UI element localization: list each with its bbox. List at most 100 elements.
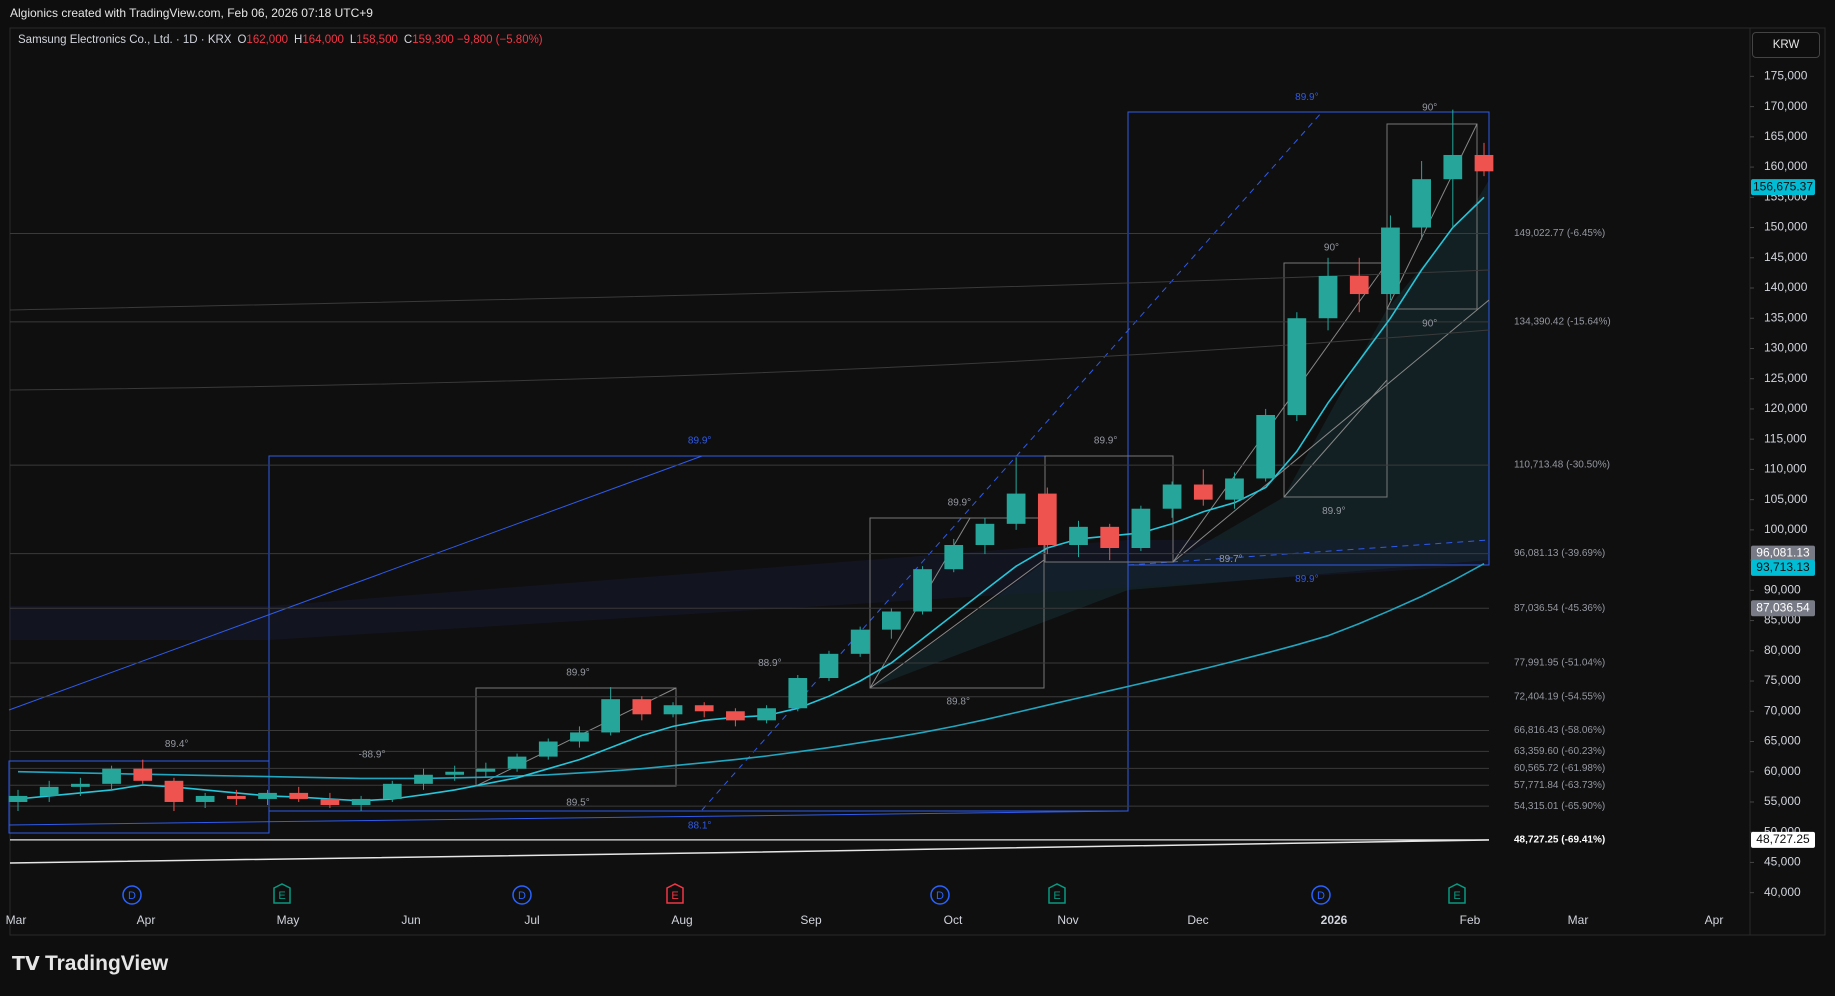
candle-body	[570, 732, 589, 742]
angle-label: 89.9°	[688, 436, 711, 447]
price-tag-label: 87,036.54	[1756, 600, 1810, 614]
candle-body	[1162, 484, 1182, 509]
event-marker[interactable]: E	[1448, 883, 1466, 904]
x-tick-label: Aug	[671, 913, 692, 927]
level-label: 110,713.48 (-30.50%)	[1514, 460, 1610, 471]
x-tick-label: Sep	[800, 913, 822, 927]
angle-label: 88.9°	[758, 658, 781, 669]
candle-body	[975, 523, 995, 545]
event-marker[interactable]: E	[273, 883, 291, 904]
header-bar: Algionics created with TradingView.com, …	[10, 6, 373, 20]
price-tag-label: 156,675.37	[1753, 179, 1813, 193]
candle-body	[133, 768, 153, 781]
event-label: D	[128, 890, 136, 902]
price-tag-label: 93,713.13	[1756, 560, 1810, 574]
angle-label: -88.9°	[359, 749, 386, 760]
event-icon	[1048, 883, 1066, 904]
level-label: 57,771.84 (-63.73%)	[1514, 780, 1605, 791]
y-tick-label: 100,000	[1764, 522, 1808, 536]
candle-body	[320, 798, 340, 805]
candle-body	[819, 653, 839, 679]
angle-label: 89.9°	[1295, 574, 1318, 585]
shade-band	[9, 540, 1489, 640]
x-tick-label: May	[277, 913, 300, 927]
x-tick-label: Nov	[1057, 913, 1078, 927]
event-marker[interactable]: D	[512, 885, 532, 905]
y-tick-label: 160,000	[1764, 159, 1808, 173]
y-tick-label: 115,000	[1764, 431, 1807, 445]
candle-body	[1193, 484, 1213, 500]
price-tag-label: 48,727.25	[1756, 832, 1810, 846]
level-label: 63,359.60 (-60.23%)	[1514, 746, 1605, 757]
event-marker[interactable]: E	[666, 883, 684, 904]
event-label: D	[518, 890, 526, 902]
candle-body	[757, 708, 776, 721]
event-icon	[122, 885, 142, 905]
event-marker[interactable]: D	[1311, 885, 1331, 905]
price-tag	[1751, 545, 1815, 562]
candle-body	[1131, 508, 1151, 549]
candle-body	[850, 629, 870, 654]
base-curve	[9, 839, 1490, 864]
level-label: 96,081.13 (-39.69%)	[1514, 548, 1605, 559]
candle-body	[1225, 478, 1244, 500]
moving-average	[17, 562, 1485, 780]
symbol: Samsung Electronics Co., Ltd. · 1D · KRX	[18, 34, 232, 46]
angle-label: 89.4°	[165, 739, 188, 750]
candle-body	[882, 611, 901, 630]
y-tick-label: 75,000	[1764, 673, 1801, 687]
candle-body	[601, 699, 620, 733]
trend-line	[8, 810, 1129, 826]
y-tick-label: 45,000	[1764, 855, 1801, 869]
y-tick-label: 40,000	[1764, 885, 1801, 899]
candle-body	[226, 795, 246, 799]
price-tag	[1751, 600, 1815, 617]
logo-mark: 𝗧𝗩	[12, 954, 45, 975]
event-marker[interactable]: D	[122, 885, 142, 905]
y-tick-label: 70,000	[1764, 703, 1801, 717]
y-tick-label: 170,000	[1764, 99, 1808, 113]
candle-body	[507, 756, 527, 769]
trend-line	[1127, 539, 1490, 566]
x-tick-label: Feb	[1460, 913, 1481, 927]
candle-body	[476, 768, 496, 772]
y-tick-label: 65,000	[1764, 734, 1801, 748]
candle-body	[445, 771, 465, 775]
candle-body	[1318, 275, 1338, 319]
candle-body	[71, 783, 90, 787]
candle-body	[1443, 154, 1463, 180]
currency-button[interactable]: KRW	[1752, 32, 1820, 58]
x-tick-label: Mar	[1568, 913, 1589, 927]
level-label: 66,816.43 (-58.06%)	[1514, 725, 1605, 736]
y-tick-label: 110,000	[1764, 462, 1807, 476]
x-tick-label: Mar	[6, 913, 27, 927]
candle-body	[414, 774, 433, 784]
level-label: 77,991.95 (-51.04%)	[1514, 658, 1605, 669]
level-label: 54,315.01 (-65.90%)	[1514, 801, 1605, 812]
box	[869, 517, 1045, 689]
y-tick-label: 140,000	[1764, 280, 1808, 294]
candle-body	[164, 780, 184, 802]
x-tick-label: Oct	[944, 913, 963, 927]
event-icon	[512, 885, 532, 905]
candle-body	[195, 795, 215, 802]
y-tick-label: 125,000	[1764, 371, 1808, 385]
ohlc-key: C	[403, 34, 413, 46]
event-marker[interactable]: E	[1048, 883, 1066, 904]
ohlc-value: 164,000	[302, 34, 344, 46]
angle-label: 90°	[1422, 102, 1437, 113]
y-tick-label: 175,000	[1764, 69, 1808, 83]
fan-line	[1172, 299, 1490, 563]
y-tick-label: 130,000	[1764, 341, 1808, 355]
brand-logo[interactable]: 𝗧𝗩 TradingView	[12, 952, 168, 976]
angle-label: 89.9°	[948, 498, 971, 509]
x-tick-label: Apr	[137, 913, 156, 927]
event-marker[interactable]: D	[930, 885, 950, 905]
y-tick-label: 90,000	[1764, 583, 1801, 597]
level-label: 87,036.54 (-45.36%)	[1514, 603, 1605, 614]
candle-body	[632, 699, 652, 715]
candle-body	[351, 798, 371, 805]
angle-label: 90°	[1422, 319, 1437, 330]
symbol-legend: Samsung Electronics Co., Ltd. · 1D · KRX…	[18, 34, 543, 46]
